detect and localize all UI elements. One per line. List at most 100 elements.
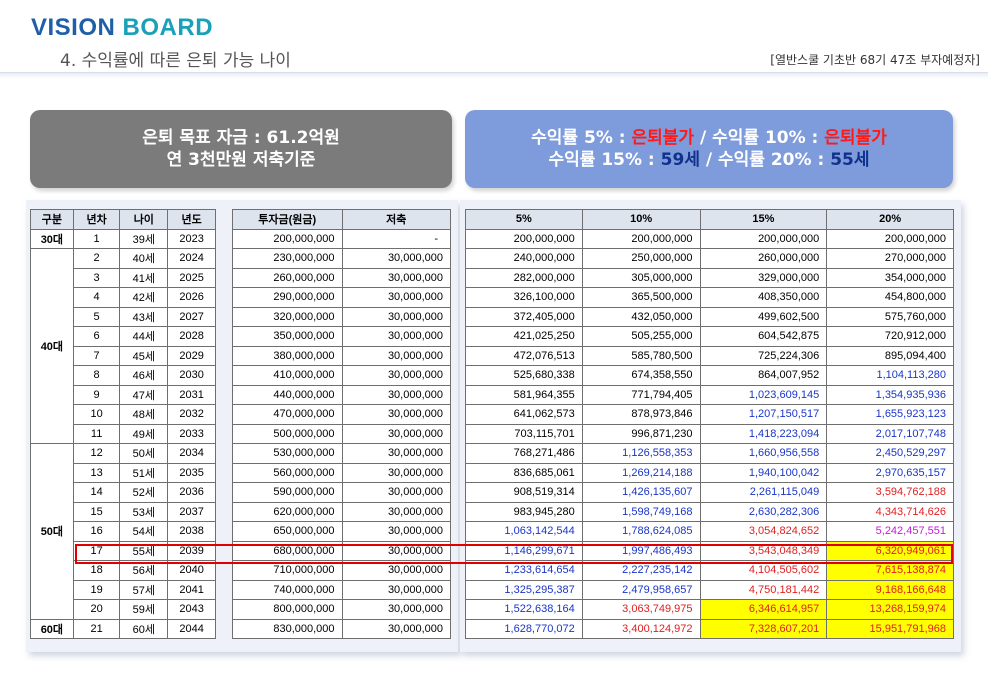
return-cell-r5: 581,964,355 xyxy=(465,384,583,405)
table-row: 1,146,299,671 1,997,486,493 3,543,048,349 6… xyxy=(465,540,954,561)
return-cell-r5: 1,233,614,654 xyxy=(465,560,583,581)
table-row: 641,062,573 878,973,846 1,207,150,517 1,655… xyxy=(465,404,954,425)
table-row: 983,945,280 1,598,749,168 2,630,282,306 4,3… xyxy=(465,501,954,522)
table-row: 530,000,000 30,000,000 xyxy=(232,443,452,464)
year-no-cell: 15 xyxy=(72,501,121,522)
year-no-cell: 5 xyxy=(72,306,121,327)
header-rate-15: 15% xyxy=(699,209,828,230)
return-cell-r5: 372,405,000 xyxy=(465,306,583,327)
table-row: 19 57세 2041 xyxy=(31,579,216,600)
year-cell: 2041 xyxy=(167,579,216,600)
table-row: 620,000,000 30,000,000 xyxy=(232,501,452,522)
table-row: 680,000,000 30,000,000 xyxy=(232,540,452,561)
return-cell-r10: 674,358,550 xyxy=(581,365,701,386)
invest-cell: 650,000,000 xyxy=(232,521,343,542)
return-cell-r15: 329,000,000 xyxy=(699,267,828,288)
result-line-2: 수익률 15% : 59세 / 수익률 20% : 55세 xyxy=(548,149,869,171)
table-row: 290,000,000 30,000,000 xyxy=(232,287,452,308)
table-row: 1,522,638,164 3,063,749,975 6,346,614,957 1… xyxy=(465,599,954,620)
result-label-5: 수익률 5% : xyxy=(531,128,632,148)
table-row: 740,000,000 30,000,000 xyxy=(232,579,452,600)
header-divider xyxy=(0,72,988,79)
year-no-cell: 10 xyxy=(72,404,121,425)
header-age: 나이 xyxy=(119,209,169,230)
invest-cell: 500,000,000 xyxy=(232,423,343,444)
age-cell: 55세 xyxy=(119,540,169,561)
return-cell-r10: 771,794,405 xyxy=(581,384,701,405)
vision-board-logo: VISION BOARD xyxy=(31,14,213,42)
table-row: 1,233,614,654 2,227,235,142 4,104,505,602 7… xyxy=(465,560,954,581)
return-cell-r10: 1,426,135,607 xyxy=(581,482,701,503)
return-cell-r5: 908,519,314 xyxy=(465,482,583,503)
return-cell-r15: 2,630,282,306 xyxy=(699,501,828,522)
header-year-no: 년차 xyxy=(72,209,121,230)
table-row: 50대 12 50세 2034 xyxy=(30,443,216,620)
year-cell: 2044 xyxy=(167,618,216,639)
invest-cell: 830,000,000 xyxy=(232,618,343,639)
return-cell-r10: 1,126,558,353 xyxy=(581,443,701,464)
return-cell-r10: 305,000,000 xyxy=(581,267,701,288)
year-cell: 2028 xyxy=(167,326,216,347)
age-cell: 44세 xyxy=(119,326,169,347)
year-no-cell: 20 xyxy=(72,599,121,620)
saving-cell: 30,000,000 xyxy=(341,521,452,542)
age-cell: 51세 xyxy=(119,462,169,483)
return-cell-r20: 270,000,000 xyxy=(826,248,954,269)
return-cell-r20: 354,000,000 xyxy=(826,267,954,288)
invest-cell: 260,000,000 xyxy=(232,267,343,288)
year-cell: 2039 xyxy=(167,540,216,561)
result-value-15: 59세 xyxy=(660,150,700,170)
year-cell: 2033 xyxy=(167,423,216,444)
table-row: 581,964,355 771,794,405 1,023,609,145 1,354… xyxy=(465,384,954,405)
age-cell: 59세 xyxy=(119,599,169,620)
table-row: 372,405,000 432,050,000 499,602,500 575,760… xyxy=(465,306,954,327)
invest-cell: 230,000,000 xyxy=(232,248,343,269)
return-cell-r5: 282,000,000 xyxy=(465,267,583,288)
return-cell-r10: 505,255,000 xyxy=(581,326,701,347)
return-cell-r10: 585,780,500 xyxy=(581,345,701,366)
return-cell-r10: 365,500,000 xyxy=(581,287,701,308)
return-cell-r15: 725,224,306 xyxy=(699,345,828,366)
return-cell-r10: 878,973,846 xyxy=(581,404,701,425)
year-no-cell: 16 xyxy=(72,521,121,542)
return-cell-r5: 200,000,000 xyxy=(465,228,583,249)
return-cell-r5: 326,100,000 xyxy=(465,287,583,308)
table-row: 60대 21 60세 2044 xyxy=(30,618,216,639)
invest-cell: 380,000,000 xyxy=(232,345,343,366)
year-no-cell: 3 xyxy=(72,267,121,288)
age-cell: 46세 xyxy=(119,365,169,386)
header-year: 년도 xyxy=(167,209,216,230)
saving-cell: 30,000,000 xyxy=(341,482,452,503)
table-row: 410,000,000 30,000,000 xyxy=(232,365,452,386)
return-cell-r5: 1,522,638,164 xyxy=(465,599,583,620)
result-label-10: / 수익률 10% : xyxy=(694,128,825,148)
invest-cell: 200,000,000 xyxy=(232,228,343,249)
return-cell-r5: 1,146,299,671 xyxy=(465,540,583,561)
return-cell-r20: 2,970,635,157 xyxy=(826,462,954,483)
header-rate-10: 10% xyxy=(581,209,701,230)
year-no-cell: 6 xyxy=(72,326,121,347)
logo-word-1: VISION xyxy=(31,14,116,41)
age-cell: 39세 xyxy=(119,228,169,249)
header-invest: 투자금(원금) xyxy=(232,209,343,230)
year-cell: 2032 xyxy=(167,404,216,425)
group-cell: 60대 xyxy=(30,618,74,639)
year-no-cell: 2 xyxy=(72,248,121,269)
return-cell-r15: 3,543,048,349 xyxy=(699,540,828,561)
age-cell: 54세 xyxy=(119,521,169,542)
return-cell-r10: 200,000,000 xyxy=(581,228,701,249)
year-no-cell: 19 xyxy=(72,579,121,600)
year-cell: 2023 xyxy=(167,228,216,249)
year-cell: 2030 xyxy=(167,365,216,386)
return-cell-r5: 472,076,513 xyxy=(465,345,583,366)
table-row: 908,519,314 1,426,135,607 2,261,115,049 3,5… xyxy=(465,482,954,503)
year-no-cell: 11 xyxy=(72,423,121,444)
age-cell: 41세 xyxy=(119,267,169,288)
year-cell: 2043 xyxy=(167,599,216,620)
year-no-cell: 18 xyxy=(72,560,121,581)
return-cell-r15: 499,602,500 xyxy=(699,306,828,327)
return-cell-r15: 200,000,000 xyxy=(699,228,828,249)
return-cell-r20: 575,760,000 xyxy=(826,306,954,327)
result-label-20: / 수익률 20% : xyxy=(699,150,831,170)
table-row: 800,000,000 30,000,000 xyxy=(232,599,452,620)
